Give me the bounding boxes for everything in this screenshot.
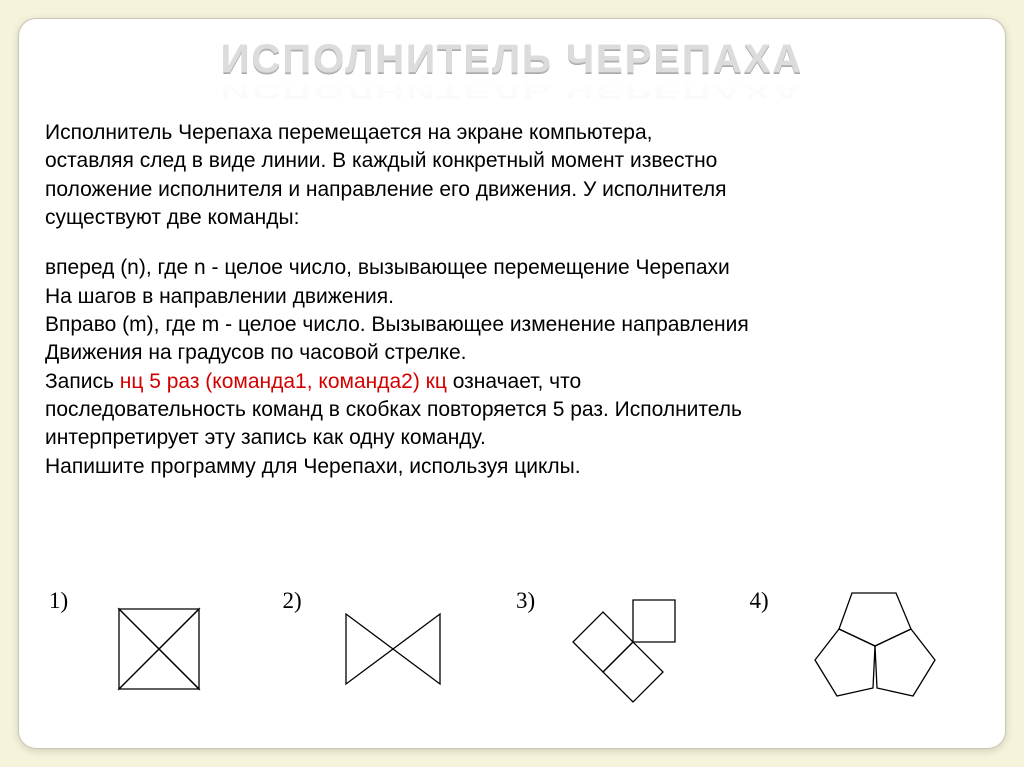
slide-title: ИСПОЛНИТЕЛЬ ЧЕРЕПАХА ИСПОЛНИТЕЛЬ ЧЕРЕПАХ… (45, 37, 979, 113)
title-text: ИСПОЛНИТЕЛЬ ЧЕРЕПАХА (45, 37, 979, 82)
figures-row: 1) 2) (45, 583, 979, 724)
figure-3: 3) (512, 584, 746, 714)
para-line: последовательность команд в скобках повт… (45, 396, 979, 424)
slide: ИСПОЛНИТЕЛЬ ЧЕРЕПАХА ИСПОЛНИТЕЛЬ ЧЕРЕПАХ… (18, 18, 1006, 749)
para-line: Вправо (m), где m - целое число. Вызываю… (45, 311, 979, 339)
figure-svg-windmill (74, 584, 244, 714)
text-span: означает, что (453, 370, 581, 393)
figure-label: 2) (279, 584, 308, 614)
figure-4: 4) (746, 584, 980, 724)
para-line: положение исполнителя и направление его … (45, 176, 979, 204)
para-line: существуют две команды: (45, 204, 979, 232)
para-line: вперед (n), где n - целое число, вызываю… (45, 254, 979, 282)
figure-svg-squares (541, 584, 721, 714)
figure-2: 2) (279, 584, 513, 714)
figure-svg-pentagons (775, 584, 975, 724)
para-line: оставляя след в виде линии. В каждый кон… (45, 147, 979, 175)
para-line: интерпретирует эту запись как одну коман… (45, 424, 979, 452)
slide-background: ИСПОЛНИТЕЛЬ ЧЕРЕПАХА ИСПОЛНИТЕЛЬ ЧЕРЕПАХ… (0, 0, 1024, 767)
paragraph-gap (45, 232, 979, 254)
figure-svg-bowtie (308, 584, 478, 714)
para-line: Движения на градусов по часовой стрелке. (45, 339, 979, 367)
figure-1: 1) (45, 584, 279, 714)
para-line: Исполнитель Черепаха перемещается на экр… (45, 119, 979, 147)
para-line: На шагов в направлении движения. (45, 283, 979, 311)
para-line: Напишите программу для Черепахи, использ… (45, 453, 979, 481)
figure-label: 3) (512, 584, 541, 614)
body-text: Исполнитель Черепаха перемещается на экр… (45, 119, 979, 481)
highlighted-text: нц 5 раз (команда1, команда2) кц (120, 370, 453, 393)
figure-label: 1) (45, 584, 74, 614)
text-span: Запись (45, 370, 120, 393)
para-line: Запись нц 5 раз (команда1, команда2) кц … (45, 368, 979, 396)
figure-label: 4) (746, 584, 775, 614)
title-reflection: ИСПОЛНИТЕЛЬ ЧЕРЕПАХА (45, 79, 979, 102)
